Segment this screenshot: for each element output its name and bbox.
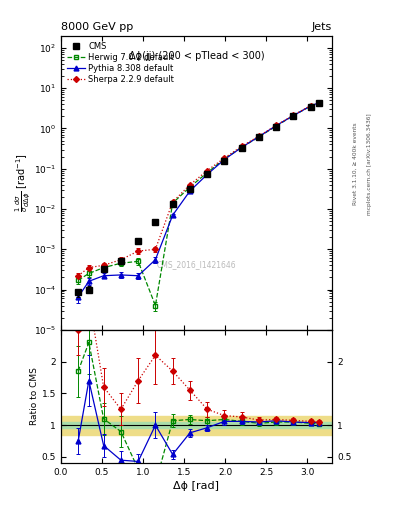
Text: mcplots.cern.ch [arXiv:1306.3436]: mcplots.cern.ch [arXiv:1306.3436] xyxy=(367,113,372,215)
Y-axis label: Ratio to CMS: Ratio to CMS xyxy=(30,368,39,425)
Text: Δϕ(jj) (200 < pTlead < 300): Δϕ(jj) (200 < pTlead < 300) xyxy=(129,51,264,60)
Text: Jets: Jets xyxy=(312,22,332,32)
Y-axis label: $\frac{1}{\sigma}\frac{d\sigma}{d\Delta\phi}\ [\mathrm{rad}^{-1}]$: $\frac{1}{\sigma}\frac{d\sigma}{d\Delta\… xyxy=(13,153,32,212)
Text: CMS_2016_I1421646: CMS_2016_I1421646 xyxy=(157,261,236,270)
X-axis label: Δϕ [rad]: Δϕ [rad] xyxy=(173,481,220,492)
Text: Rivet 3.1.10, ≥ 400k events: Rivet 3.1.10, ≥ 400k events xyxy=(353,122,358,205)
Text: 8000 GeV pp: 8000 GeV pp xyxy=(61,22,133,32)
Legend: CMS, Herwig 7.0.2 default, Pythia 8.308 default, Sherpa 2.2.9 default: CMS, Herwig 7.0.2 default, Pythia 8.308 … xyxy=(65,40,176,86)
